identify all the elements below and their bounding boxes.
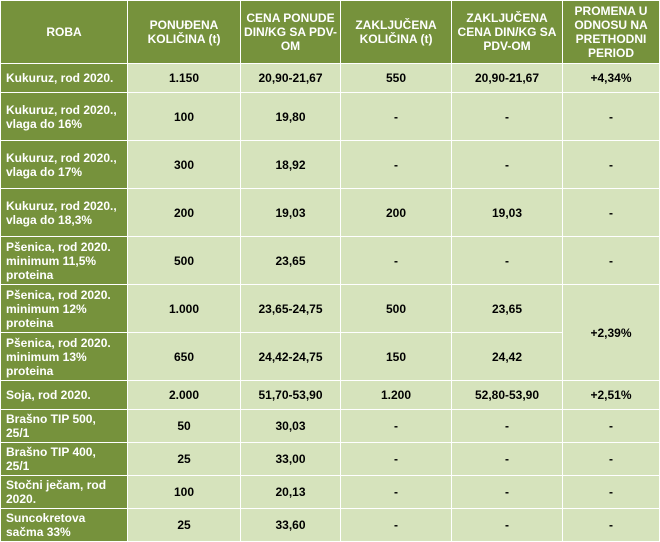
change-cell: -	[562, 188, 660, 237]
closed-quantity-cell: -	[340, 236, 452, 285]
offered-quantity-cell: 25	[127, 442, 241, 476]
closed-quantity-cell: -	[340, 508, 452, 542]
table-row: Brašno TIP 400, 25/1 25 33,00 - - -	[0, 442, 660, 476]
closed-quantity-cell: 1.200	[340, 380, 452, 410]
offered-quantity-cell: 650	[127, 332, 241, 381]
offer-price-cell: 20,90-21,67	[240, 63, 341, 93]
offered-quantity-cell: 100	[127, 92, 241, 141]
closed-price-cell: -	[451, 508, 563, 542]
header-offer-price: CENA PONUDE DIN/KG SA PDV-OM	[240, 0, 341, 64]
closed-quantity-cell: -	[340, 442, 452, 476]
header-commodity: ROBA	[0, 0, 128, 64]
change-cell: -	[562, 236, 660, 285]
offer-price-cell: 30,03	[240, 409, 341, 443]
offer-price-cell: 20,13	[240, 475, 341, 509]
offer-price-cell: 19,80	[240, 92, 341, 141]
closed-quantity-cell: 200	[340, 188, 452, 237]
closed-quantity-cell: 150	[340, 332, 452, 381]
table-row: Stočni ječam, rod 2020. 100 20,13 - - -	[0, 475, 660, 509]
offer-price-cell: 33,00	[240, 442, 341, 476]
table-row: Kukuruz, rod 2020., vlaga do 17% 300 18,…	[0, 140, 660, 189]
closed-price-cell: -	[451, 409, 563, 443]
commodity-cell: Suncokretova sačma 33%	[0, 508, 128, 542]
offer-price-cell: 24,42-24,75	[240, 332, 341, 381]
commodity-cell: Kukuruz, rod 2020., vlaga do 18,3%	[0, 188, 128, 237]
closed-price-cell: -	[451, 92, 563, 141]
commodity-cell: Pšenica, rod 2020. minimum 11,5% protein…	[0, 236, 128, 285]
table-row: Kukuruz, rod 2020. 1.150 20,90-21,67 550…	[0, 63, 660, 93]
commodity-cell: Soja, rod 2020.	[0, 380, 128, 410]
commodity-cell: Pšenica, rod 2020. minimum 12% proteina	[0, 284, 128, 333]
table-row: Suncokretova sačma 33% 25 33,60 - - -	[0, 508, 660, 542]
closed-price-cell: 24,42	[451, 332, 563, 381]
commodity-cell: Kukuruz, rod 2020.	[0, 63, 128, 93]
closed-price-cell: 23,65	[451, 284, 563, 333]
offered-quantity-cell: 200	[127, 188, 241, 237]
closed-price-cell: -	[451, 442, 563, 476]
offer-price-cell: 18,92	[240, 140, 341, 189]
header-closed-price: ZAKLJUČENA CENA DIN/KG SA PDV-OM	[451, 0, 563, 64]
closed-price-cell: -	[451, 236, 563, 285]
offer-price-cell: 23,65	[240, 236, 341, 285]
closed-price-cell: 19,03	[451, 188, 563, 237]
commodity-cell: Kukuruz, rod 2020., vlaga do 17%	[0, 140, 128, 189]
header-change: PROMENA U ODNOSU NA PRETHODNI PERIOD	[562, 0, 660, 64]
table-row: Kukuruz, rod 2020., vlaga do 18,3% 200 1…	[0, 188, 660, 237]
change-cell: -	[562, 508, 660, 542]
closed-quantity-cell: -	[340, 409, 452, 443]
closed-price-cell: 52,80-53,90	[451, 380, 563, 410]
table-row: Pšenica, rod 2020. minimum 11,5% protein…	[0, 236, 660, 285]
offer-price-cell: 33,60	[240, 508, 341, 542]
closed-price-cell: 20,90-21,67	[451, 63, 563, 93]
header-row: ROBA PONUĐENA KOLIČINA (t) CENA PONUDE D…	[0, 0, 660, 64]
offer-price-cell: 51,70-53,90	[240, 380, 341, 410]
closed-quantity-cell: -	[340, 140, 452, 189]
commodity-cell: Kukuruz, rod 2020., vlaga do 16%	[0, 92, 128, 141]
table-row: Pšenica, rod 2020. minimum 12% proteina …	[0, 284, 660, 381]
commodity-cell: Brašno TIP 400, 25/1	[0, 442, 128, 476]
offered-quantity-cell: 100	[127, 475, 241, 509]
change-cell: +2,39%	[562, 284, 660, 381]
closed-price-cell: -	[451, 475, 563, 509]
closed-quantity-cell: 550	[340, 63, 452, 93]
change-cell: -	[562, 409, 660, 443]
table-row: Pšenica, rod 2020. minimum 13% proteina …	[0, 332, 660, 381]
offer-price-cell: 19,03	[240, 188, 341, 237]
commodity-cell: Brašno TIP 500, 25/1	[0, 409, 128, 443]
commodity-cell: Stočni ječam, rod 2020.	[0, 475, 128, 509]
offered-quantity-cell: 300	[127, 140, 241, 189]
header-offered-quantity: PONUĐENA KOLIČINA (t)	[127, 0, 241, 64]
table-row: Kukuruz, rod 2020., vlaga do 16% 100 19,…	[0, 92, 660, 141]
table-row: Brašno TIP 500, 25/1 50 30,03 - - -	[0, 409, 660, 443]
commodity-cell: Pšenica, rod 2020. minimum 13% proteina	[0, 332, 128, 381]
offer-price-cell: 23,65-24,75	[240, 284, 341, 333]
closed-quantity-cell: -	[340, 92, 452, 141]
closed-price-cell: -	[451, 140, 563, 189]
offered-quantity-cell: 25	[127, 508, 241, 542]
change-cell: -	[562, 475, 660, 509]
offered-quantity-cell: 1.150	[127, 63, 241, 93]
change-cell: +2,51%	[562, 380, 660, 410]
offered-quantity-cell: 50	[127, 409, 241, 443]
table-row: Soja, rod 2020. 2.000 51,70-53,90 1.200 …	[0, 380, 660, 410]
change-cell: -	[562, 442, 660, 476]
change-cell: -	[562, 92, 660, 141]
closed-quantity-cell: 500	[340, 284, 452, 333]
change-cell: +4,34%	[562, 63, 660, 93]
offered-quantity-cell: 500	[127, 236, 241, 285]
closed-quantity-cell: -	[340, 475, 452, 509]
change-cell: -	[562, 140, 660, 189]
offered-quantity-cell: 1.000	[127, 284, 241, 333]
header-closed-quantity: ZAKLJUČENA KOLIČINA (t)	[340, 0, 452, 64]
offered-quantity-cell: 2.000	[127, 380, 241, 410]
